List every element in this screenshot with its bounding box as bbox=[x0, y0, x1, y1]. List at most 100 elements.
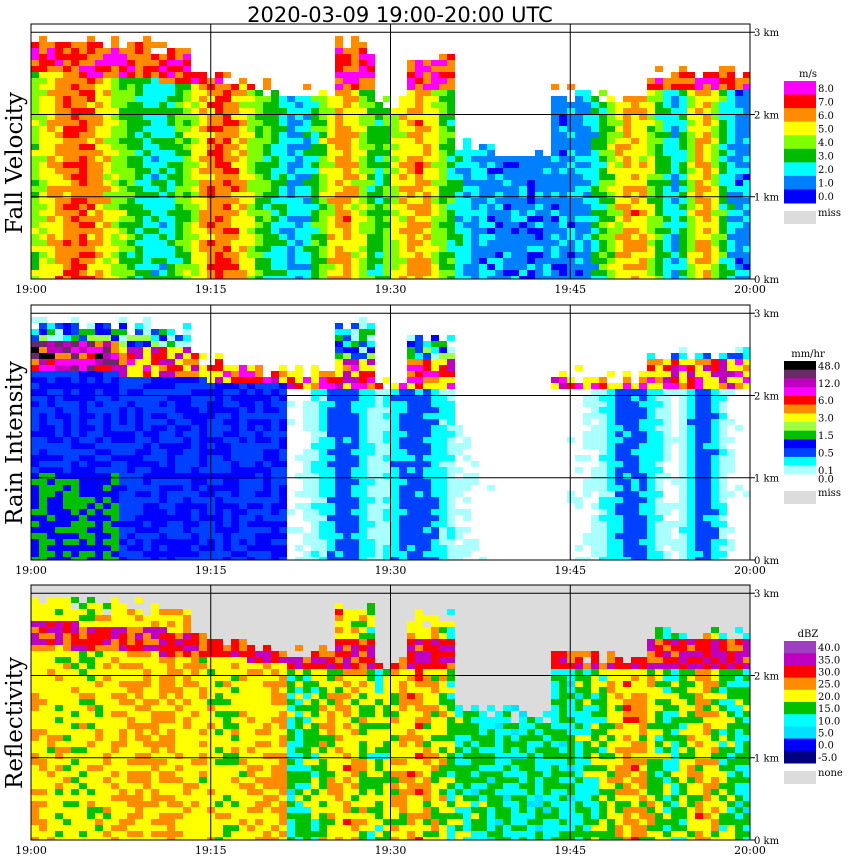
field-cell bbox=[95, 90, 103, 96]
field-cell bbox=[71, 150, 79, 156]
field-cell bbox=[279, 96, 287, 102]
field-cell bbox=[31, 174, 39, 180]
field-cell bbox=[543, 216, 551, 222]
field-cell bbox=[711, 36, 719, 42]
y-tick-label: 1 km bbox=[754, 193, 780, 204]
field-cell bbox=[127, 252, 135, 258]
field-cell bbox=[183, 317, 191, 323]
field-cell bbox=[287, 240, 295, 246]
field-cell bbox=[159, 258, 167, 264]
field-cell bbox=[223, 485, 231, 491]
field-cell bbox=[167, 437, 175, 443]
field-cell bbox=[575, 36, 583, 42]
field-cell bbox=[551, 186, 559, 192]
field-cell bbox=[495, 162, 503, 168]
field-cell bbox=[223, 132, 231, 138]
field-cell bbox=[63, 264, 71, 270]
field-cell bbox=[159, 317, 167, 323]
field-cell bbox=[95, 521, 103, 527]
field-cell bbox=[679, 264, 687, 270]
field-cell bbox=[359, 132, 367, 138]
field-cell bbox=[159, 48, 167, 54]
field-cell bbox=[111, 407, 119, 413]
field-cell bbox=[463, 150, 471, 156]
field-cell bbox=[287, 48, 295, 54]
field-cell bbox=[159, 138, 167, 144]
field-cell bbox=[639, 108, 647, 114]
field-cell bbox=[647, 96, 655, 102]
field-cell bbox=[647, 120, 655, 126]
field-cell bbox=[31, 150, 39, 156]
field-cell bbox=[399, 60, 407, 66]
field-cell bbox=[463, 210, 471, 216]
field-cell bbox=[527, 264, 535, 270]
field-cell bbox=[583, 258, 591, 264]
field-cell bbox=[591, 204, 599, 210]
field-cell bbox=[503, 78, 511, 84]
colorbar-label: 5.0 bbox=[818, 124, 834, 135]
field-cell bbox=[183, 443, 191, 449]
field-cell bbox=[615, 198, 623, 204]
field-cell bbox=[631, 264, 639, 270]
field-cell bbox=[743, 162, 750, 168]
field-cell bbox=[127, 395, 135, 401]
field-cell bbox=[559, 216, 567, 222]
field-cell bbox=[711, 156, 719, 162]
field-cell bbox=[103, 533, 111, 539]
field-cell bbox=[559, 186, 567, 192]
field-cell bbox=[111, 78, 119, 84]
field-cell bbox=[679, 114, 687, 120]
field-cell bbox=[151, 533, 159, 539]
field-cell bbox=[407, 270, 415, 276]
field-cell bbox=[671, 42, 679, 48]
field-cell bbox=[551, 240, 559, 246]
field-cell bbox=[727, 24, 735, 30]
field-cell bbox=[735, 78, 743, 84]
field-cell bbox=[119, 389, 127, 395]
field-cell bbox=[127, 317, 135, 323]
field-cell bbox=[103, 461, 111, 467]
field-cell bbox=[655, 138, 663, 144]
field-cell bbox=[143, 90, 151, 96]
field-cell bbox=[159, 270, 167, 276]
field-cell bbox=[95, 371, 103, 377]
field-cell bbox=[719, 264, 727, 270]
field-cell bbox=[231, 156, 239, 162]
field-cell bbox=[343, 24, 351, 30]
field-cell bbox=[247, 192, 255, 198]
colorbar-swatch bbox=[784, 148, 816, 163]
field-cell bbox=[343, 198, 351, 204]
field-cell bbox=[119, 102, 127, 108]
field-cell bbox=[735, 168, 743, 174]
field-cell bbox=[239, 180, 247, 186]
field-cell bbox=[543, 114, 551, 120]
field-cell bbox=[135, 503, 143, 509]
field-cell bbox=[623, 72, 631, 78]
field-cell bbox=[79, 503, 87, 509]
field-cell bbox=[543, 36, 551, 42]
field-cell bbox=[447, 90, 455, 96]
field-cell bbox=[463, 114, 471, 120]
field-cell bbox=[335, 180, 343, 186]
field-cell bbox=[471, 48, 479, 54]
field-cell bbox=[191, 551, 199, 557]
field-cell bbox=[407, 66, 415, 72]
field-cell bbox=[439, 114, 447, 120]
field-cell bbox=[295, 138, 303, 144]
field-cell bbox=[303, 66, 311, 72]
field-cell bbox=[711, 252, 719, 258]
field-cell bbox=[87, 497, 95, 503]
field-cell bbox=[575, 42, 583, 48]
field-cell bbox=[95, 557, 103, 560]
field-cell bbox=[151, 264, 159, 270]
field-cell bbox=[583, 132, 591, 138]
field-cell bbox=[47, 264, 55, 270]
field-cell bbox=[87, 371, 95, 377]
field-cell bbox=[535, 264, 543, 270]
field-cell bbox=[559, 114, 567, 120]
field-cell bbox=[399, 276, 407, 279]
field-cell bbox=[55, 437, 63, 443]
field-cell bbox=[743, 270, 750, 276]
field-cell bbox=[151, 132, 159, 138]
field-cell bbox=[55, 503, 63, 509]
